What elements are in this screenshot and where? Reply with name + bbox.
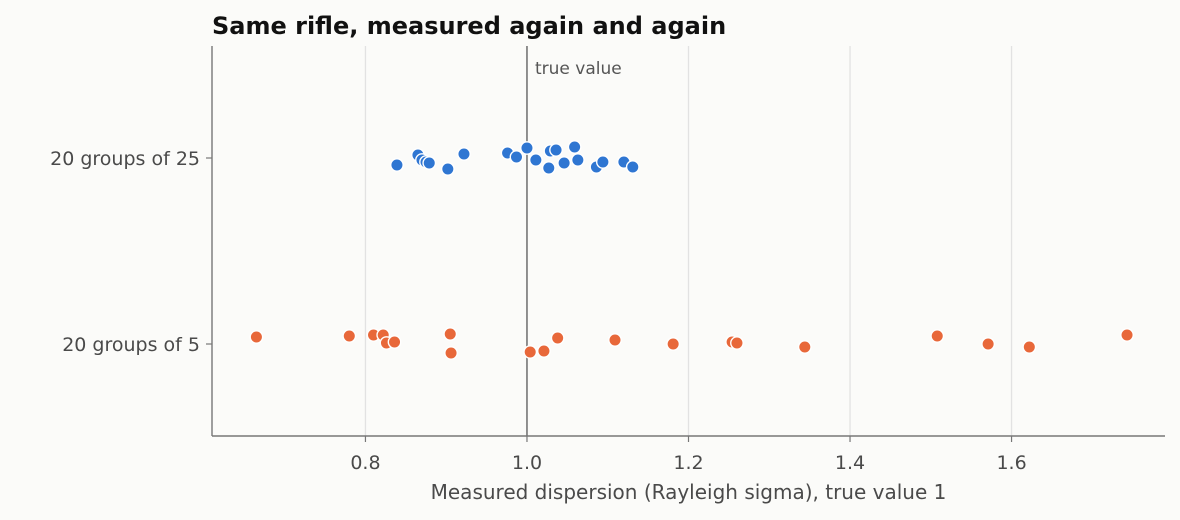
x-tick-label: 1.4 bbox=[835, 452, 865, 474]
data-point bbox=[249, 330, 264, 344]
data-point bbox=[567, 140, 582, 154]
data-point bbox=[444, 346, 458, 360]
data-point bbox=[608, 333, 622, 347]
data-point bbox=[509, 150, 524, 164]
data-point bbox=[537, 344, 551, 358]
data-point bbox=[549, 143, 563, 157]
data-point bbox=[387, 335, 402, 349]
data-point bbox=[570, 153, 585, 167]
data-point bbox=[550, 331, 565, 345]
data-point bbox=[595, 155, 610, 169]
x-tick-label: 1.0 bbox=[512, 452, 542, 474]
data-point bbox=[1022, 340, 1037, 354]
data-point bbox=[443, 327, 458, 341]
data-point bbox=[981, 337, 996, 351]
x-tick-label: 0.8 bbox=[350, 452, 380, 474]
reference-line-label: true value bbox=[535, 59, 622, 79]
reference-line-group: true value bbox=[526, 46, 622, 436]
data-point bbox=[557, 156, 572, 170]
data-point bbox=[523, 345, 538, 359]
grid-layer bbox=[364, 46, 1013, 436]
x-tick-label: 1.2 bbox=[673, 452, 703, 474]
x-tick-label: 1.6 bbox=[996, 452, 1026, 474]
chart-title: Same rifle, measured again and again bbox=[212, 12, 726, 40]
data-point bbox=[1120, 328, 1134, 342]
data-point bbox=[930, 329, 945, 343]
y-tick-label: 20 groups of 25 bbox=[50, 148, 200, 170]
data-point bbox=[422, 156, 437, 170]
data-point bbox=[390, 158, 404, 172]
data-point bbox=[797, 340, 812, 354]
x-axis-label: Measured dispersion (Rayleigh sigma), tr… bbox=[431, 480, 947, 504]
data-point bbox=[342, 329, 357, 343]
data-point bbox=[730, 336, 744, 350]
axes-group: 0.8 1.0 1.2 1.4 1.6 20 groups of 25 20 groups … bbox=[50, 46, 1165, 474]
data-point bbox=[528, 153, 543, 167]
y-tick-label: 20 groups of 5 bbox=[62, 334, 200, 356]
data-point bbox=[440, 162, 455, 176]
points-layer bbox=[249, 140, 1134, 360]
data-point bbox=[457, 147, 471, 161]
data-point bbox=[625, 160, 640, 174]
data-point bbox=[541, 161, 556, 175]
data-point bbox=[666, 337, 681, 351]
data-point bbox=[520, 141, 534, 155]
